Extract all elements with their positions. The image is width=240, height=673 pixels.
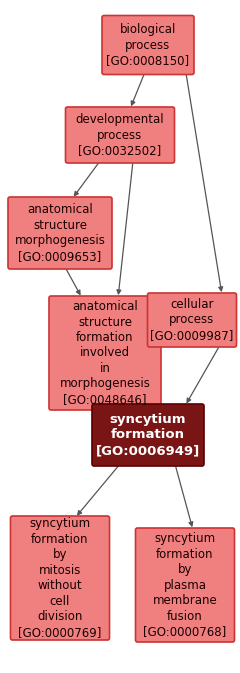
FancyBboxPatch shape: [66, 107, 174, 163]
FancyBboxPatch shape: [92, 404, 204, 466]
Text: syncytium
formation
[GO:0006949]: syncytium formation [GO:0006949]: [96, 413, 200, 457]
Text: syncytium
formation
by
plasma
membrane
fusion
[GO:0000768]: syncytium formation by plasma membrane f…: [143, 532, 227, 638]
Text: cellular
process
[GO:0009987]: cellular process [GO:0009987]: [150, 298, 234, 342]
FancyBboxPatch shape: [102, 15, 194, 75]
Text: anatomical
structure
morphogenesis
[GO:0009653]: anatomical structure morphogenesis [GO:0…: [15, 203, 105, 262]
Text: biological
process
[GO:0008150]: biological process [GO:0008150]: [106, 23, 190, 67]
Text: developmental
process
[GO:0032502]: developmental process [GO:0032502]: [76, 113, 164, 157]
Text: syncytium
formation
by
mitosis
without
cell
division
[GO:0000769]: syncytium formation by mitosis without c…: [18, 518, 102, 639]
FancyBboxPatch shape: [136, 528, 234, 642]
FancyBboxPatch shape: [11, 516, 109, 640]
Text: anatomical
structure
formation
involved
in
morphogenesis
[GO:0048646]: anatomical structure formation involved …: [60, 300, 150, 406]
FancyBboxPatch shape: [148, 293, 236, 347]
FancyBboxPatch shape: [8, 197, 112, 269]
FancyBboxPatch shape: [49, 296, 161, 410]
